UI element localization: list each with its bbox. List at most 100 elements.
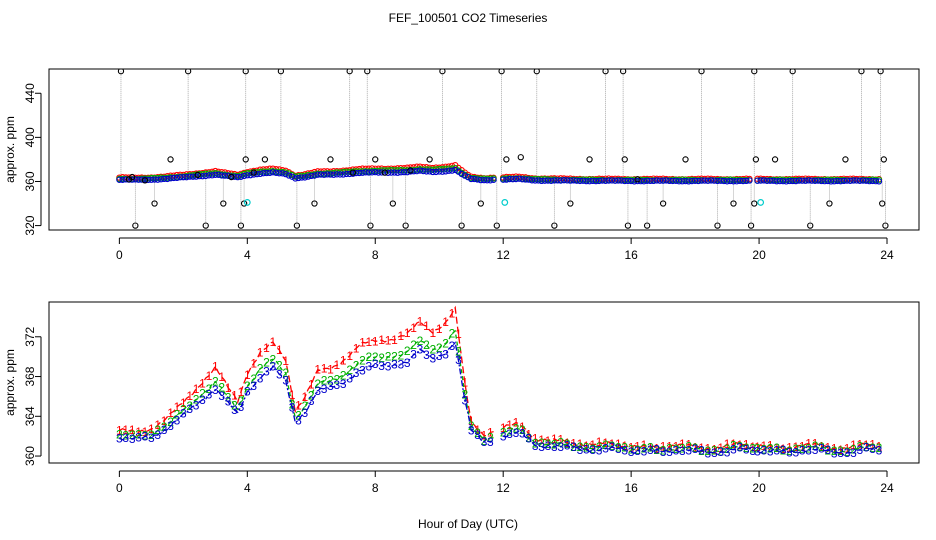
series-1-marker: 1	[628, 441, 635, 455]
low-point	[624, 222, 632, 229]
series-3-marker: 3	[455, 353, 462, 367]
series-3-marker: 3	[551, 440, 558, 454]
series-1-marker: 1	[263, 341, 270, 355]
series-3-point	[324, 171, 331, 178]
series-1-marker: 1	[724, 437, 731, 451]
series-3-point	[192, 173, 200, 180]
low-point	[643, 222, 651, 229]
series-2-marker: 2	[647, 440, 654, 454]
series-3-marker: 3	[653, 443, 660, 457]
series-3-point	[282, 170, 289, 178]
series-3-point	[666, 177, 673, 185]
series-1-marker: 1	[506, 418, 513, 432]
series-1-marker: 1	[276, 343, 283, 357]
x-tick-label: 16	[624, 248, 638, 262]
series-2-marker: 2	[148, 428, 155, 442]
series-3-marker: 3	[238, 400, 245, 414]
spike-point	[698, 69, 705, 75]
series-3-marker: 3	[824, 443, 831, 457]
series-3-marker: 3	[295, 413, 302, 427]
plot-frame	[48, 301, 920, 464]
series-3-point	[776, 177, 784, 185]
x-tick-label: 20	[752, 248, 766, 262]
series-1-marker: 1	[167, 406, 174, 420]
series-3-point	[701, 177, 708, 184]
series-3-marker: 3	[724, 445, 731, 459]
series-3-marker: 3	[263, 365, 270, 379]
series-1-marker: 1	[366, 335, 373, 349]
series-3-point	[736, 177, 744, 185]
series-1-marker: 1	[673, 439, 680, 453]
series-1-marker: 1	[199, 377, 206, 391]
series-3-point	[304, 173, 312, 180]
series-2-marker: 2	[231, 399, 238, 413]
series-2-marker: 2	[692, 441, 699, 455]
series-3-marker: 3	[711, 446, 718, 460]
series-3-point	[186, 173, 193, 180]
series-2-marker: 2	[761, 443, 768, 457]
series-3-marker: 3	[206, 388, 213, 402]
series-3-point	[423, 168, 430, 175]
series-3-marker: 3	[545, 439, 552, 453]
low-point	[202, 222, 209, 229]
series-3-point	[875, 178, 883, 185]
series-2-marker: 2	[609, 439, 616, 453]
series-2-marker: 2	[449, 327, 456, 341]
series-3-marker: 3	[513, 426, 520, 440]
series-3-point	[650, 177, 657, 185]
series-3-point	[840, 177, 847, 185]
series-1-marker: 1	[302, 390, 309, 404]
mid-point	[586, 156, 593, 163]
series-3-marker: 3	[423, 348, 430, 362]
series-3-marker: 3	[615, 442, 622, 456]
series-1-marker: 1	[793, 440, 800, 454]
series-3-point	[560, 177, 568, 184]
series-3-point	[695, 177, 702, 185]
series-2-line	[757, 444, 880, 454]
spike-point	[277, 69, 285, 75]
series-3-point	[618, 177, 625, 184]
series-3-point	[847, 177, 854, 184]
series-2-marker: 2	[481, 434, 488, 448]
series-3-marker: 3	[786, 446, 793, 460]
series-3-marker: 3	[621, 443, 628, 457]
series-3-point	[834, 177, 841, 185]
spike-point	[877, 69, 884, 75]
series-3-point	[384, 169, 392, 176]
low-point	[367, 222, 374, 229]
series-3-point	[314, 171, 321, 178]
series-3-point	[624, 177, 632, 185]
series-2-marker: 2	[327, 373, 334, 387]
series-2-marker: 2	[289, 398, 296, 412]
series-2-marker: 2	[474, 426, 481, 440]
series-1-marker: 1	[513, 415, 520, 429]
series-3-marker: 3	[340, 377, 347, 391]
series-3-marker: 3	[410, 348, 417, 362]
low-point	[311, 200, 318, 207]
series-1-marker: 1	[282, 354, 289, 368]
series-3-point	[669, 177, 676, 185]
x-tick-label: 4	[244, 481, 251, 495]
series-3-point	[173, 174, 181, 182]
spike-point	[242, 69, 249, 75]
series-3-point	[250, 171, 257, 178]
series-3-line	[630, 446, 754, 456]
series-3-marker: 3	[385, 359, 392, 373]
series-3-line	[119, 341, 494, 443]
spike-point	[364, 69, 371, 75]
series-2-marker: 2	[282, 366, 289, 380]
series-2-marker: 2	[257, 362, 264, 376]
series-3-marker: 3	[538, 440, 545, 454]
series-3-point	[824, 177, 831, 185]
series-1-marker: 1	[206, 369, 213, 383]
series-1-marker: 1	[570, 437, 577, 451]
mid-point	[503, 156, 510, 163]
mid-point	[141, 177, 149, 184]
series-3-point	[253, 170, 261, 178]
series-3-point	[643, 177, 651, 184]
series-3-point	[516, 175, 523, 182]
series-3-marker: 3	[327, 379, 334, 393]
series-3-point	[375, 169, 382, 176]
mid-point	[634, 176, 641, 183]
